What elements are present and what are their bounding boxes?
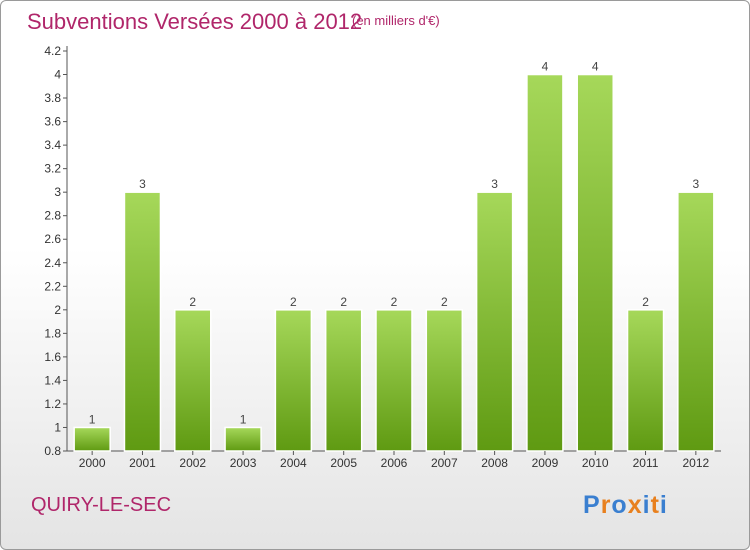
bar-2001 bbox=[123, 191, 162, 452]
y-tick-label: 2 bbox=[54, 303, 61, 317]
x-tick-label-2008: 2008 bbox=[481, 456, 508, 470]
data-label-2005: 2 bbox=[340, 295, 347, 309]
chart-subtitle: (en milliers d'€) bbox=[352, 13, 440, 28]
x-tick-label-2002: 2002 bbox=[179, 456, 206, 470]
y-tick-label: 1.6 bbox=[44, 350, 61, 364]
proxiti-logo: Proxiti bbox=[583, 491, 668, 520]
x-tick-label-2010: 2010 bbox=[582, 456, 609, 470]
data-label-2006: 2 bbox=[391, 295, 398, 309]
logo-letter: t bbox=[650, 491, 660, 519]
x-tick-label-2005: 2005 bbox=[330, 456, 357, 470]
y-tick-label: 4 bbox=[54, 68, 61, 82]
bar-2002 bbox=[174, 309, 212, 452]
y-tick-label: 3.2 bbox=[44, 162, 61, 176]
bar-2003 bbox=[224, 426, 262, 452]
y-tick-label: 2.4 bbox=[44, 256, 61, 270]
x-tick-label-2004: 2004 bbox=[280, 456, 307, 470]
y-tick-label: 1.4 bbox=[44, 373, 61, 387]
data-label-2008: 3 bbox=[491, 177, 498, 191]
bar-2005 bbox=[324, 309, 363, 452]
bar-2004 bbox=[274, 309, 313, 452]
x-tick-label-2000: 2000 bbox=[79, 456, 106, 470]
x-tick-label-2011: 2011 bbox=[633, 456, 659, 470]
logo-letter: o bbox=[611, 491, 628, 519]
bar-2009 bbox=[526, 73, 564, 452]
bar-2008 bbox=[475, 191, 514, 452]
logo-letter: i bbox=[642, 491, 651, 519]
y-tick-label: 1.8 bbox=[44, 326, 61, 340]
data-label-2012: 3 bbox=[693, 177, 700, 191]
y-tick-label: 3 bbox=[54, 185, 61, 199]
bar-2000 bbox=[73, 426, 111, 452]
data-label-2010: 4 bbox=[592, 60, 599, 74]
logo-letter: i bbox=[659, 491, 668, 519]
y-tick-label: 0.8 bbox=[44, 444, 61, 458]
logo-letter: x bbox=[627, 491, 643, 519]
city-name: QUIRY-LE-SEC bbox=[31, 494, 172, 516]
bar-2006 bbox=[375, 309, 413, 452]
x-tick-label-2007: 2007 bbox=[431, 456, 458, 470]
data-label-2009: 4 bbox=[542, 60, 549, 74]
logo-letter: P bbox=[583, 491, 601, 519]
chart-title: Subventions Versées 2000 à 2012 bbox=[27, 9, 363, 34]
data-label-2011: 2 bbox=[642, 295, 649, 309]
bar-2012 bbox=[677, 191, 715, 452]
data-label-2003: 1 bbox=[240, 412, 247, 426]
x-tick-label-2001: 2001 bbox=[129, 456, 156, 470]
data-label-2007: 2 bbox=[441, 295, 448, 309]
y-tick-label: 3.4 bbox=[44, 138, 61, 152]
logo-letter: r bbox=[600, 491, 612, 519]
bar-2010 bbox=[576, 73, 614, 452]
y-tick-label: 2.8 bbox=[44, 209, 61, 223]
x-tick-label-2006: 2006 bbox=[381, 456, 408, 470]
y-tick-label: 1.2 bbox=[44, 397, 61, 411]
y-tick-label: 3.6 bbox=[44, 115, 61, 129]
x-tick-label-2003: 2003 bbox=[230, 456, 257, 470]
data-label-2000: 1 bbox=[89, 412, 96, 426]
bar-2007 bbox=[425, 309, 464, 452]
data-label-2001: 3 bbox=[139, 177, 146, 191]
y-tick-label: 1 bbox=[54, 420, 61, 434]
x-tick-label-2012: 2012 bbox=[682, 456, 709, 470]
data-label-2004: 2 bbox=[290, 295, 297, 309]
y-tick-label: 2.6 bbox=[44, 232, 61, 246]
y-tick-label: 2.2 bbox=[44, 279, 61, 293]
bar-2011 bbox=[626, 309, 665, 452]
x-tick-label-2009: 2009 bbox=[532, 456, 559, 470]
y-tick-label: 3.8 bbox=[44, 91, 61, 105]
data-label-2002: 2 bbox=[189, 295, 196, 309]
y-tick-label: 4.2 bbox=[44, 44, 61, 58]
